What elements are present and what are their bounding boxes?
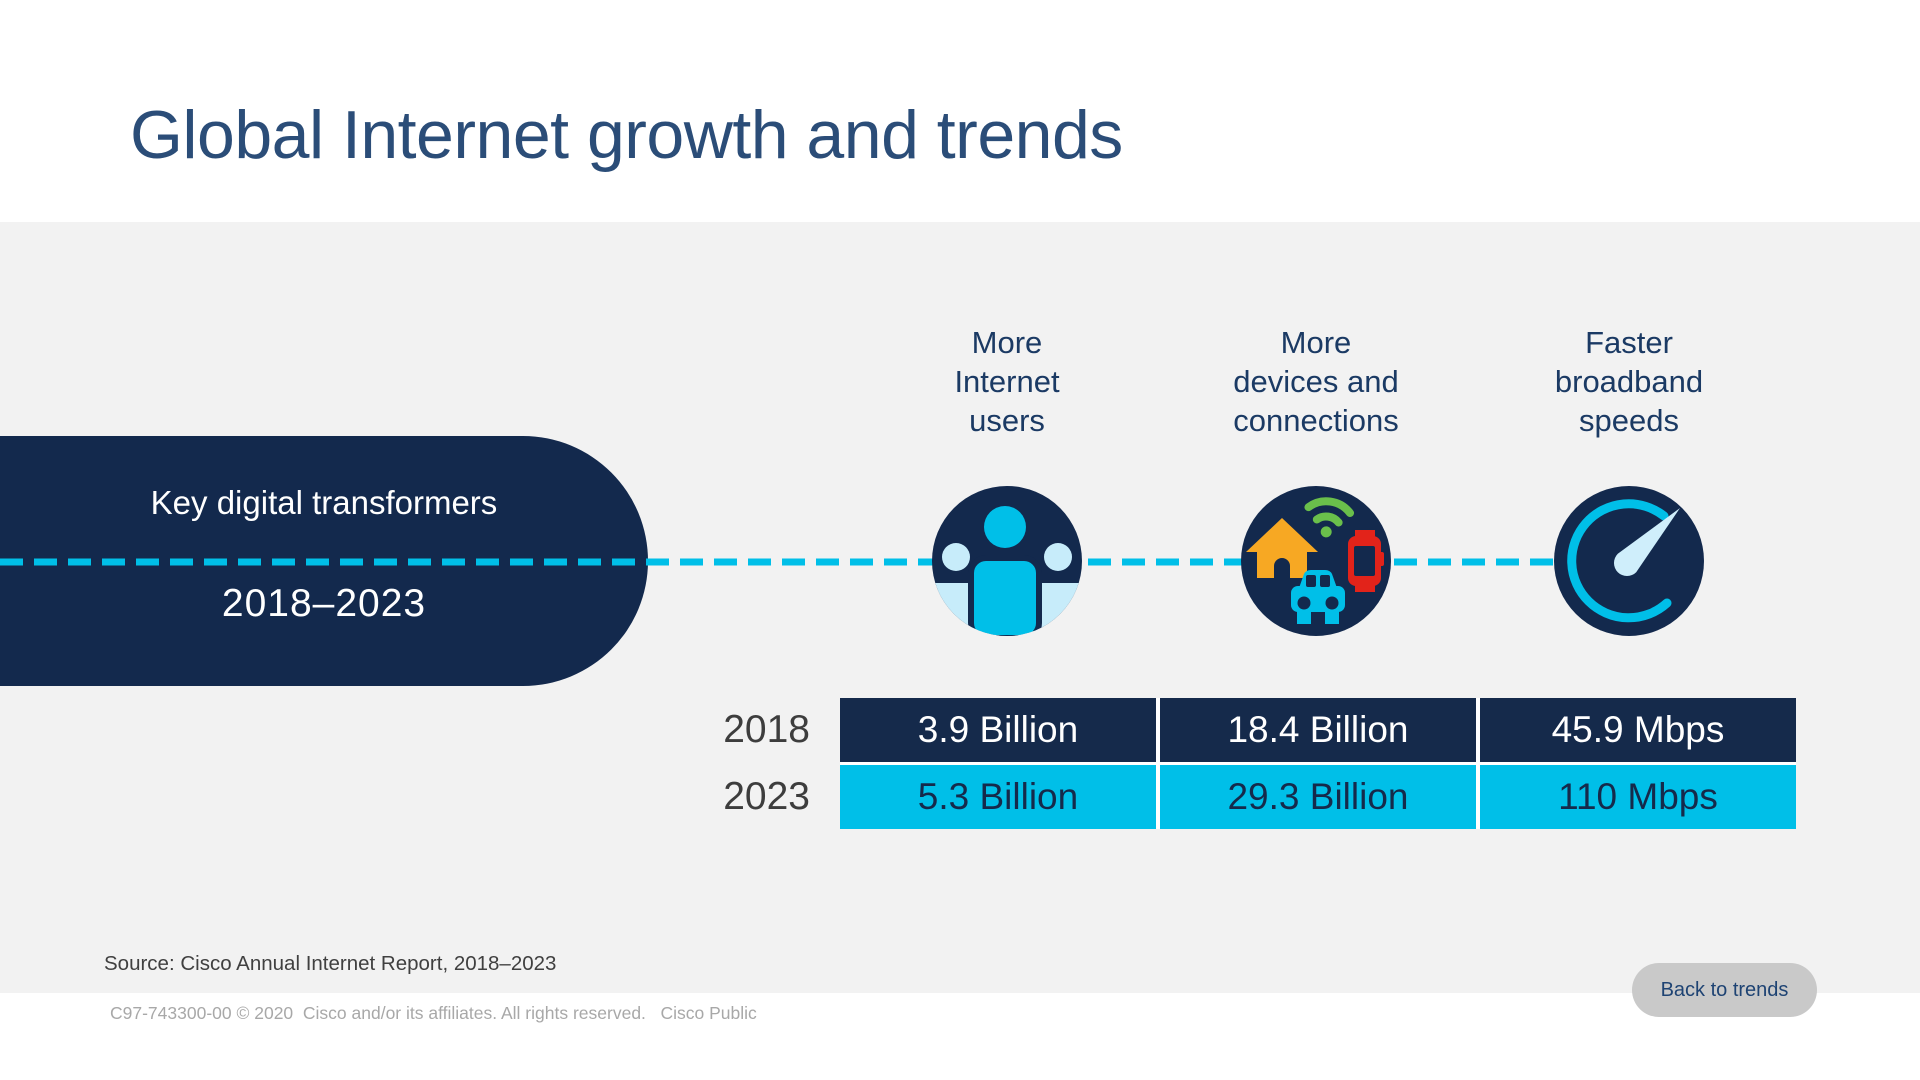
row-label-2023: 2023	[723, 775, 810, 818]
pill-years: 2018–2023	[221, 582, 427, 625]
column-header-internet-users: More Internet users	[857, 323, 1157, 440]
header-line: More	[971, 325, 1043, 360]
source-note: Source: Cisco Annual Internet Report, 20…	[104, 952, 557, 975]
cell-2018-devices-connections: 18.4 Billion	[1160, 698, 1476, 762]
content-area: Key digital transformers 2018–2023 More …	[0, 222, 1920, 993]
cell-2023-devices-connections: 29.3 Billion	[1160, 765, 1476, 829]
column-header-broadband-speeds: Faster broadband speeds	[1479, 323, 1779, 440]
wifi-icon	[1304, 497, 1355, 538]
gauge-arc	[1567, 499, 1672, 623]
header-line: devices and	[1233, 364, 1399, 399]
row-label-2018: 2018	[723, 708, 810, 751]
legal-footer: C97-743300-00 © 2020 Cisco and/or its af…	[110, 1003, 757, 1023]
cell-2023-internet-users: 5.3 Billion	[840, 765, 1156, 829]
header-line: users	[969, 403, 1045, 438]
gauge-needle	[1613, 508, 1680, 577]
pill-title: Key digital transformers	[150, 484, 498, 521]
header-line: Internet	[954, 364, 1060, 399]
cell-2018-internet-users: 3.9 Billion	[840, 698, 1156, 762]
column-header-devices-connections: More devices and connections	[1166, 323, 1466, 440]
header-line: speeds	[1579, 403, 1679, 438]
page-title: Global Internet growth and trends	[130, 97, 1123, 173]
header-line: connections	[1233, 403, 1399, 438]
cell-2023-broadband-speed: 110 Mbps	[1480, 765, 1796, 829]
header-line: broadband	[1554, 364, 1704, 399]
internet-users-icon	[932, 486, 1082, 636]
devices-connections-icon	[1241, 486, 1391, 636]
car-icon	[1291, 570, 1345, 624]
cell-2018-broadband-speed: 45.9 Mbps	[1480, 698, 1796, 762]
broadband-speedometer-icon	[1554, 486, 1704, 636]
data-table: 3.9 Billion 18.4 Billion 45.9 Mbps 5.3 B…	[840, 698, 1796, 829]
back-to-trends-button[interactable]: Back to trends	[1632, 963, 1817, 1017]
house-icon	[1246, 518, 1318, 578]
header-line: Faster	[1585, 325, 1673, 360]
header-line: More	[1280, 325, 1352, 360]
smartwatch-icon	[1348, 530, 1384, 592]
